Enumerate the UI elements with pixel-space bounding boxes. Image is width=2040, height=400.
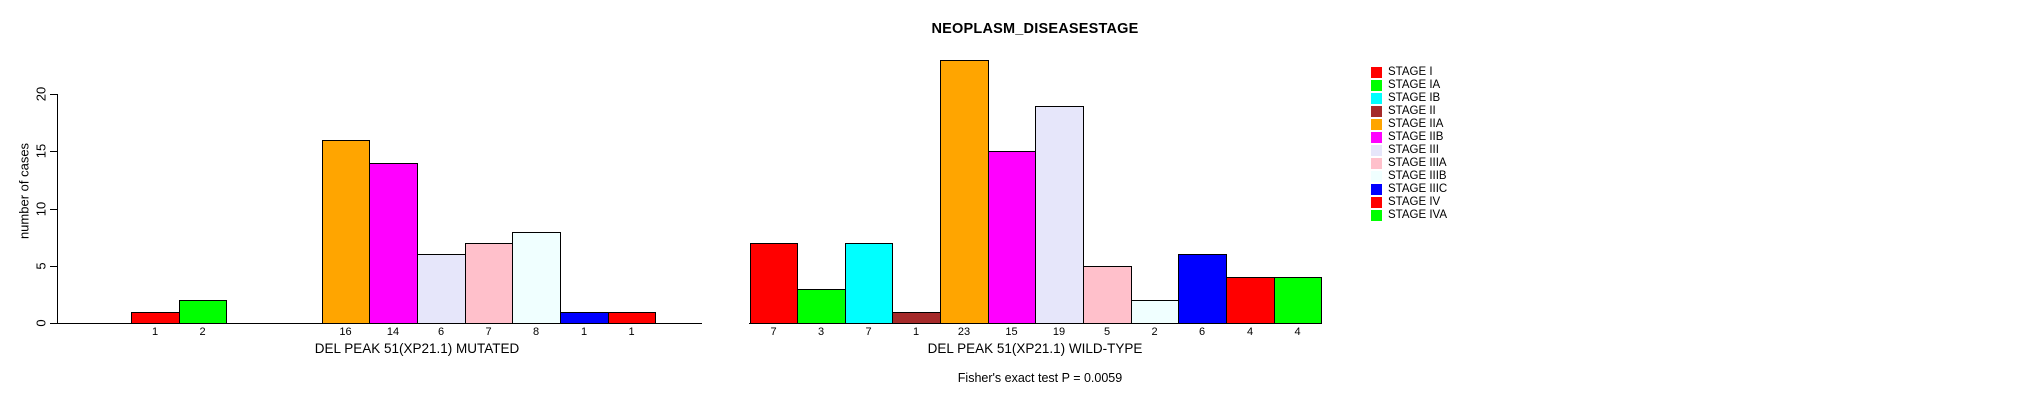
bar-value-label: 2 xyxy=(199,326,206,338)
legend-item-stage-iib: STAGE IIB xyxy=(1371,131,1443,144)
legend-item-stage-iii: STAGE III xyxy=(1371,144,1439,157)
legend-item-stage-i: STAGE I xyxy=(1371,66,1433,79)
y-axis-tick-label: 15 xyxy=(33,143,49,159)
legend-item-stage-iiia: STAGE IIIA xyxy=(1371,157,1447,170)
bar-stage-iiib-mutated xyxy=(512,232,561,324)
legend-label: STAGE IV xyxy=(1388,196,1441,208)
bar-value-label: 14 xyxy=(386,326,400,338)
legend-item-stage-ii: STAGE II xyxy=(1371,105,1436,118)
legend-swatch-stage-iib xyxy=(1371,132,1382,143)
legend-swatch-stage-ia xyxy=(1371,80,1382,91)
bar-value-label: 15 xyxy=(1005,326,1018,338)
bar-stage-iia-mutated xyxy=(322,140,370,324)
bar-stage-i-wild-type xyxy=(750,243,798,324)
legend-swatch-stage-ib xyxy=(1371,93,1382,104)
bar-value-label: 7 xyxy=(485,326,492,338)
bar-value-label: 7 xyxy=(770,326,777,338)
bar-stage-iv-wild-type xyxy=(1226,277,1275,324)
legend-label: STAGE IIB xyxy=(1388,131,1444,143)
legend-label: STAGE IB xyxy=(1388,92,1441,104)
bar-value-label: 1 xyxy=(151,326,159,338)
y-axis-tick xyxy=(50,266,57,267)
bar-value-label: 16 xyxy=(339,326,352,338)
bar-stage-i-mutated xyxy=(131,312,180,324)
legend-swatch-stage-iii xyxy=(1371,145,1382,156)
bar-stage-ia-mutated xyxy=(179,300,227,324)
legend-item-stage-ib: STAGE IB xyxy=(1371,92,1440,105)
bar-stage-iv-mutated xyxy=(608,312,656,324)
legend-swatch-stage-i xyxy=(1371,67,1382,78)
y-axis-tick-label: 0 xyxy=(33,319,49,327)
bar-stage-iii-wild-type xyxy=(1035,106,1084,324)
y-axis-tick-label: 5 xyxy=(33,262,49,270)
legend-item-stage-iv: STAGE IV xyxy=(1371,196,1440,209)
legend-item-stage-iiib: STAGE IIIB xyxy=(1371,170,1447,183)
y-axis-tick-label: 10 xyxy=(33,201,49,217)
bar-value-label: 1 xyxy=(628,326,635,338)
bar-value-label: 6 xyxy=(1198,326,1206,338)
y-axis-tick xyxy=(50,151,57,152)
bar-stage-ib-wild-type xyxy=(845,243,893,324)
bar-value-label: 19 xyxy=(1052,326,1066,338)
bar-stage-iia-wild-type xyxy=(940,60,989,324)
bar-value-label: 8 xyxy=(532,326,540,338)
legend-item-stage-iva: STAGE IVA xyxy=(1371,209,1447,222)
bar-stage-iiia-wild-type xyxy=(1083,266,1132,324)
legend-item-stage-iiic: STAGE IIIC xyxy=(1371,183,1447,196)
bar-stage-iva-wild-type xyxy=(1274,277,1322,324)
bar-stage-iiic-wild-type xyxy=(1178,254,1227,324)
bar-value-label: 1 xyxy=(912,326,920,338)
bar-value-label: 4 xyxy=(1294,326,1301,338)
bar-value-label: 1 xyxy=(580,326,588,338)
legend-label: STAGE IIIB xyxy=(1388,170,1447,182)
x-axis-label-wildtype: DEL PEAK 51(XP21.1) WILD-TYPE xyxy=(927,341,1143,356)
legend-swatch-stage-iiic xyxy=(1371,184,1382,195)
bar-stage-iii-mutated xyxy=(417,254,466,324)
legend-label: STAGE IIA xyxy=(1388,118,1444,130)
bar-stage-iiic-mutated xyxy=(560,312,609,324)
y-axis-tick xyxy=(50,209,57,210)
legend-label: STAGE IVA xyxy=(1388,209,1448,221)
legend-label: STAGE I xyxy=(1388,66,1433,78)
bar-stage-iiia-mutated xyxy=(465,243,513,324)
chart-title: NEOPLASM_DISEASESTAGE xyxy=(931,21,1139,37)
legend-label: STAGE II xyxy=(1388,105,1436,117)
legend-swatch-stage-iia xyxy=(1371,119,1382,130)
fisher-test-annotation: Fisher's exact test P = 0.0059 xyxy=(957,371,1123,385)
x-axis-label-mutated: DEL PEAK 51(XP21.1) MUTATED xyxy=(314,341,520,356)
legend-item-stage-iia: STAGE IIA xyxy=(1371,118,1443,131)
bar-value-label: 6 xyxy=(437,326,445,338)
bar-value-label: 4 xyxy=(1246,326,1254,338)
bar-value-label: 3 xyxy=(817,326,825,338)
y-axis-tick xyxy=(50,323,57,324)
legend-label: STAGE IIIC xyxy=(1388,183,1448,195)
y-axis-tick-label: 20 xyxy=(33,86,49,102)
legend-swatch-stage-iva xyxy=(1371,210,1382,221)
legend-item-stage-ia: STAGE IA xyxy=(1371,79,1440,92)
bar-stage-iiib-wild-type xyxy=(1131,300,1179,324)
bar-stage-ia-wild-type xyxy=(797,289,846,324)
bar-value-label: 23 xyxy=(957,326,971,338)
legend-label: STAGE III xyxy=(1388,144,1439,156)
bar-value-label: 2 xyxy=(1151,326,1158,338)
bar-stage-iib-mutated xyxy=(369,163,418,324)
legend-label: STAGE IA xyxy=(1388,79,1441,91)
y-axis-line xyxy=(57,94,58,324)
bar-stage-ii-wild-type xyxy=(892,312,941,324)
y-axis-tick xyxy=(50,94,57,95)
legend-swatch-stage-ii xyxy=(1371,106,1382,117)
legend-swatch-stage-iiib xyxy=(1371,171,1382,182)
legend-swatch-stage-iiia xyxy=(1371,158,1382,169)
legend-swatch-stage-iv xyxy=(1371,197,1382,208)
bar-value-label: 7 xyxy=(865,326,872,338)
bar-stage-iib-wild-type xyxy=(988,151,1036,324)
legend-label: STAGE IIIA xyxy=(1388,157,1447,169)
bar-value-label: 5 xyxy=(1103,326,1111,338)
